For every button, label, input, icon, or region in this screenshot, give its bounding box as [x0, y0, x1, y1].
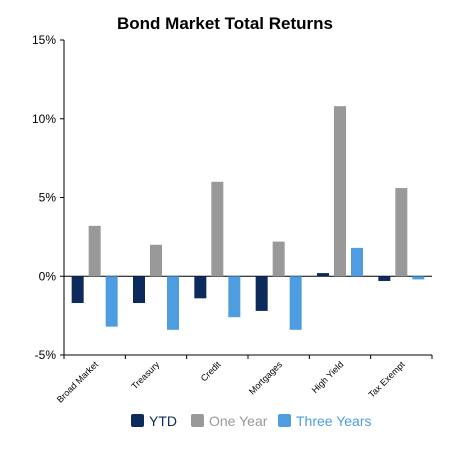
bar-ytd-tax-exempt: [378, 276, 391, 281]
y-tick-label: 0%: [39, 269, 57, 283]
bars: [71, 106, 425, 330]
legend-label-one-year: One Year: [209, 413, 268, 429]
x-tick-label: Tax Exempt: [366, 359, 407, 400]
bar-three-years-treasury: [167, 276, 179, 330]
bar-ytd-treasury: [133, 276, 145, 304]
bar-three-years-high-yield: [351, 247, 363, 277]
y-tick-label: -5%: [35, 348, 57, 362]
bar-three-years-tax-exempt: [412, 276, 425, 280]
bar-one-year-treasury: [150, 244, 162, 277]
legend-swatch-one-year: [191, 414, 204, 427]
bar-three-years-broad-market: [105, 276, 118, 327]
bar-ytd-mortgages: [255, 276, 268, 311]
bar-one-year-high-yield: [334, 106, 346, 277]
x-tick-label: Credit: [199, 359, 223, 383]
y-tick-label: 5%: [39, 191, 57, 205]
chart-title: Bond Market Total Returns: [117, 14, 333, 33]
x-tick-label: Mortgages: [247, 359, 284, 396]
bar-three-years-credit: [228, 276, 241, 318]
y-tick-label: 15%: [32, 33, 56, 47]
x-tick-label: Broad Market: [55, 359, 101, 405]
bar-one-year-tax-exempt: [395, 188, 408, 277]
x-tick-label: High Yield: [310, 359, 346, 395]
legend-swatch-three-years: [278, 414, 291, 427]
bar-ytd-high-yield: [317, 273, 329, 277]
bar-one-year-credit: [211, 181, 224, 277]
bar-one-year-broad-market: [88, 225, 101, 277]
bar-ytd-credit: [194, 276, 207, 299]
axes: [60, 39, 433, 359]
legend: YTD One Year Three Years: [131, 413, 372, 429]
bar-ytd-broad-market: [71, 276, 84, 304]
x-tick-label: Treasury: [129, 359, 161, 391]
y-tick-label: 10%: [32, 112, 56, 126]
bar-one-year-mortgages: [272, 241, 285, 277]
legend-label-three-years: Three Years: [296, 413, 372, 429]
bar-three-years-mortgages: [289, 276, 302, 330]
legend-swatch-ytd: [131, 414, 144, 427]
legend-label-ytd: YTD: [149, 413, 177, 429]
